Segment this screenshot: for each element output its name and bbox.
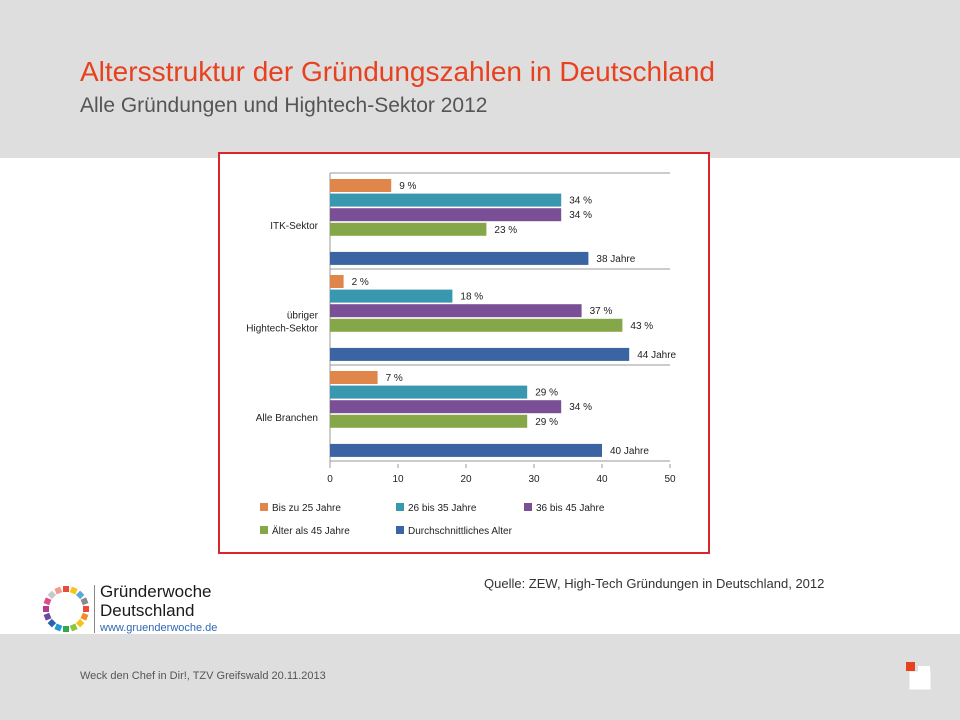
data-label: 23 % <box>494 225 517 236</box>
slide-title: Altersstruktur der Gründungszahlen in De… <box>80 56 716 87</box>
logo-ring-segment <box>75 618 85 628</box>
x-tick-label: 0 <box>327 474 333 485</box>
logo-ring-segment <box>63 586 69 592</box>
x-tick-label: 40 <box>596 474 608 485</box>
bar <box>330 289 453 303</box>
legend-swatch <box>396 503 404 511</box>
bar <box>330 414 528 428</box>
data-label: 34 % <box>569 210 592 221</box>
bar <box>330 208 562 222</box>
bar <box>330 179 392 192</box>
bar <box>330 251 589 265</box>
legend-label: Bis zu 25 Jahre <box>272 503 341 514</box>
category-label: ITK-Sektor <box>270 221 318 232</box>
legend-swatch <box>396 526 404 534</box>
source-note: Quelle: ZEW, High-Tech Gründungen in Deu… <box>484 576 825 591</box>
footer-band <box>0 634 960 720</box>
bar <box>330 443 602 457</box>
logo-ring-segment <box>69 623 78 632</box>
bar <box>330 304 582 318</box>
data-label: 34 % <box>569 196 592 207</box>
x-tick-label: 30 <box>528 474 540 485</box>
corner-square-icon <box>906 662 931 690</box>
bar <box>330 371 378 384</box>
legend-label: Älter als 45 Jahre <box>272 525 350 537</box>
slide-subtitle: Alle Gründungen und Hightech-Sektor 2012 <box>80 94 488 117</box>
x-tick-label: 10 <box>392 474 404 485</box>
logo-ring-segment <box>69 586 78 595</box>
gruenderwoche-logo: Gründerwoche Deutschland www.gruenderwoc… <box>40 582 240 636</box>
legend-label: Durchschnittliches Alter <box>408 526 513 537</box>
logo-ring-segment <box>63 626 69 632</box>
logo-ring-segment <box>54 623 63 632</box>
data-label: 38 Jahre <box>596 254 635 265</box>
category-label: Alle Branchen <box>256 413 318 424</box>
category-label: übriger <box>287 311 319 322</box>
category-label: Hightech-Sektor <box>246 324 318 335</box>
logo-ring-segment <box>43 597 52 606</box>
logo-divider <box>94 585 95 633</box>
legend-swatch <box>260 503 268 511</box>
header-band <box>0 0 960 158</box>
bar <box>330 400 562 414</box>
logo-ring-segment <box>47 618 57 628</box>
data-label: 40 Jahre <box>610 446 649 457</box>
data-label: 7 % <box>386 373 403 384</box>
logo-url: www.gruenderwoche.de <box>100 622 218 634</box>
data-label: 44 Jahre <box>637 350 676 361</box>
data-label: 29 % <box>535 388 558 399</box>
data-label: 43 % <box>630 321 653 332</box>
logo-ring-segment <box>80 597 89 606</box>
logo-name-line2: Deutschland <box>100 601 195 620</box>
x-tick-label: 50 <box>664 474 676 485</box>
ring-of-colored-segments-icon <box>43 586 89 632</box>
logo-ring-segment <box>43 606 49 612</box>
logo-ring-segment <box>54 586 63 595</box>
bar <box>330 318 623 332</box>
data-label: 34 % <box>569 402 592 413</box>
x-tick-label: 20 <box>460 474 472 485</box>
footer-text: Weck den Chef in Dir!, TZV Greifswald 20… <box>80 670 326 682</box>
bar <box>330 385 528 399</box>
bar <box>330 193 562 207</box>
logo-ring-segment <box>83 606 89 612</box>
data-label: 37 % <box>590 306 613 317</box>
logo-ring-segment <box>43 612 52 621</box>
legend-swatch <box>260 526 268 534</box>
bar <box>330 222 487 236</box>
legend-label: 26 bis 35 Jahre <box>408 503 477 514</box>
data-label: 18 % <box>460 292 483 303</box>
bar <box>330 347 630 361</box>
data-label: 29 % <box>535 417 558 428</box>
logo-ring-segment <box>47 590 57 600</box>
logo-ring-segment <box>80 612 89 621</box>
data-label: 2 % <box>352 277 369 288</box>
bar <box>330 275 344 288</box>
legend-swatch <box>524 503 532 511</box>
logo-name-line1: Gründerwoche <box>100 582 212 601</box>
data-label: 9 % <box>399 181 416 192</box>
bar-chart: 9 % 34 % 34 % 23 % 38 Jahre ITK-Sektor 2 % 18 %… <box>246 172 677 537</box>
legend-label: 36 bis 45 Jahre <box>536 503 605 514</box>
logo-ring-segment <box>75 590 85 600</box>
chart-frame: 9 % 34 % 34 % 23 % 38 Jahre ITK-Sektor 2 % 18 %… <box>218 152 710 554</box>
